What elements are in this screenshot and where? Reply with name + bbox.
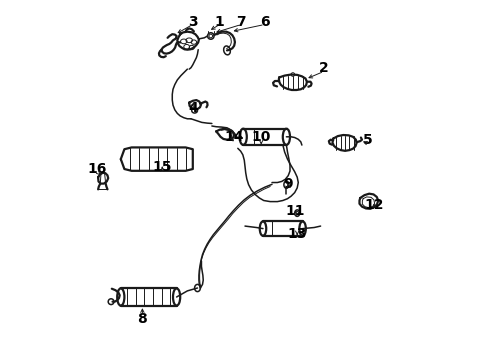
Text: 13: 13: [288, 227, 307, 241]
Text: 6: 6: [260, 15, 270, 28]
Text: 1: 1: [215, 15, 225, 28]
Text: 9: 9: [283, 177, 293, 190]
Text: 14: 14: [224, 130, 244, 144]
Text: 4: 4: [188, 101, 197, 115]
Text: 15: 15: [152, 161, 172, 174]
Text: 11: 11: [286, 204, 305, 217]
Text: 2: 2: [319, 62, 329, 75]
Text: 16: 16: [88, 162, 107, 176]
Text: 12: 12: [365, 198, 384, 212]
Text: 7: 7: [237, 15, 246, 28]
Text: 8: 8: [138, 312, 147, 325]
Text: 5: 5: [363, 134, 372, 147]
Text: 10: 10: [251, 130, 271, 144]
Text: 3: 3: [188, 15, 197, 28]
